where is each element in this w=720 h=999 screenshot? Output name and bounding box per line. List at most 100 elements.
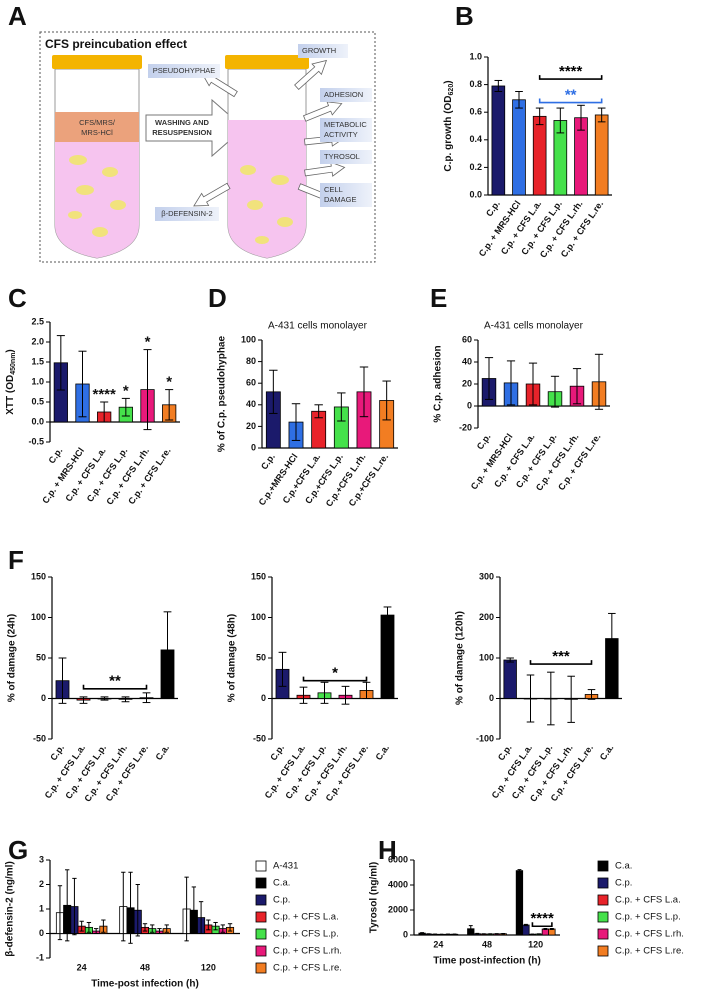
error-bar xyxy=(150,924,155,933)
x-tick-label: 24 xyxy=(77,962,87,972)
error-bar xyxy=(213,921,218,931)
legend-swatch xyxy=(255,928,267,940)
bar xyxy=(522,924,530,936)
error-bar xyxy=(121,871,126,942)
significance: ** xyxy=(565,87,577,104)
error-bar xyxy=(556,107,565,134)
y-axis-label: β-defensin-2 (ng/ml) xyxy=(5,861,16,957)
error-bar xyxy=(475,932,480,935)
error-bar xyxy=(535,107,544,126)
y-tick-label: -100 xyxy=(476,733,494,743)
y-axis-label: % of damage (120h) xyxy=(455,611,466,705)
significance-bracket xyxy=(538,98,603,104)
error-bar xyxy=(572,368,582,405)
arrow-label: WASHING AND xyxy=(155,118,209,127)
error-bar xyxy=(383,606,392,624)
bar xyxy=(515,870,524,936)
error-bar xyxy=(594,353,604,410)
panel-label: B xyxy=(455,1,474,31)
effect-label: PSEUDOHYPHAE xyxy=(153,66,216,75)
legend-label: C.p. + CFS L.a. xyxy=(273,912,339,923)
x-tick-label: C.p. xyxy=(46,446,64,466)
x-tick-label: C.a. xyxy=(373,743,391,762)
significance: **** xyxy=(559,63,583,80)
effect-label: METABOLIC xyxy=(324,120,367,129)
y-tick-label: 0 xyxy=(467,400,472,410)
effect-box xyxy=(148,64,220,78)
legend-swatch xyxy=(597,860,609,872)
y-tick-label: 100 xyxy=(241,334,256,344)
panel-label: C xyxy=(8,283,27,313)
error-bar xyxy=(198,901,204,934)
effect-box xyxy=(320,150,372,164)
legend-swatch xyxy=(597,877,609,889)
error-bar xyxy=(587,689,596,700)
error-bar xyxy=(547,671,555,726)
error-bar xyxy=(468,925,473,933)
y-tick-label: 0 xyxy=(489,693,494,703)
y-tick-label: 0 xyxy=(261,693,266,703)
y-tick-label: 4000 xyxy=(388,879,408,889)
significance: * xyxy=(166,374,172,391)
y-axis-label: % of C.p. pseudohyphae xyxy=(217,336,228,453)
effect-box xyxy=(155,207,219,221)
legend-label: C.a. xyxy=(273,878,290,889)
y-tick-label: 20 xyxy=(462,378,472,388)
y-axis-label: C.p. growth (OD620) xyxy=(443,80,456,171)
y-axis-label: % C.p. adhesion xyxy=(433,345,444,422)
error-bar xyxy=(165,389,174,421)
bar xyxy=(491,85,506,196)
y-tick-label: 20 xyxy=(246,421,256,431)
error-bar xyxy=(157,928,162,934)
y-tick-label: 100 xyxy=(479,652,494,662)
y-tick-label: -50 xyxy=(33,733,46,743)
y-tick-label: 0 xyxy=(251,442,256,452)
y-tick-label: 150 xyxy=(31,571,46,581)
x-axis-label: Time-post infection (h) xyxy=(91,979,199,990)
significance-bracket xyxy=(529,660,593,665)
error-bar xyxy=(278,651,287,687)
legend-swatch xyxy=(255,877,267,889)
legend-label: C.p. + CFS L.p. xyxy=(273,929,339,940)
error-bar xyxy=(220,924,225,933)
error-bar xyxy=(121,696,130,703)
error-bar xyxy=(128,871,133,944)
y-axis-label-part: 620 xyxy=(448,84,455,96)
y-tick-label: 80 xyxy=(246,356,256,366)
diagram-title: CFS preincubation effect xyxy=(45,37,187,51)
panel-label: E xyxy=(430,283,447,313)
x-tick-label: C.p. xyxy=(496,743,514,763)
error-bar xyxy=(100,401,109,423)
y-tick-label: 1.0 xyxy=(31,376,44,386)
y-tick-label: 1 xyxy=(39,903,44,913)
y-tick-label: 100 xyxy=(251,612,266,622)
error-bar xyxy=(528,362,538,406)
y-tick-label: 3 xyxy=(39,854,44,864)
legend-swatch xyxy=(597,945,609,957)
legend-label: C.p. xyxy=(615,878,632,889)
error-bar xyxy=(420,932,425,935)
y-tick-label: 0.5 xyxy=(31,396,44,406)
y-tick-label: 1.0 xyxy=(469,51,482,61)
legend-label: C.p. + CFS L.re. xyxy=(615,946,684,957)
error-bar xyxy=(550,375,560,408)
y-tick-label: 0 xyxy=(403,929,408,939)
error-bar xyxy=(320,681,329,704)
error-bar xyxy=(577,104,585,131)
arrow-label: RESUSPENSION xyxy=(152,128,212,137)
legend-swatch xyxy=(255,911,267,923)
significance: * xyxy=(332,665,338,682)
error-bar xyxy=(549,928,554,930)
error-bar xyxy=(337,392,346,422)
effect-label: CELL xyxy=(324,185,343,194)
error-bar xyxy=(121,397,130,417)
y-tick-label: 0.2 xyxy=(469,162,482,172)
error-bar xyxy=(184,876,189,942)
y-tick-label: 60 xyxy=(246,378,256,388)
error-bar xyxy=(501,933,506,935)
error-bar xyxy=(57,885,63,941)
y-tick-label: 0.6 xyxy=(469,107,482,117)
error-bar xyxy=(481,933,486,935)
error-bar xyxy=(227,923,233,932)
significance-bracket xyxy=(82,684,148,690)
